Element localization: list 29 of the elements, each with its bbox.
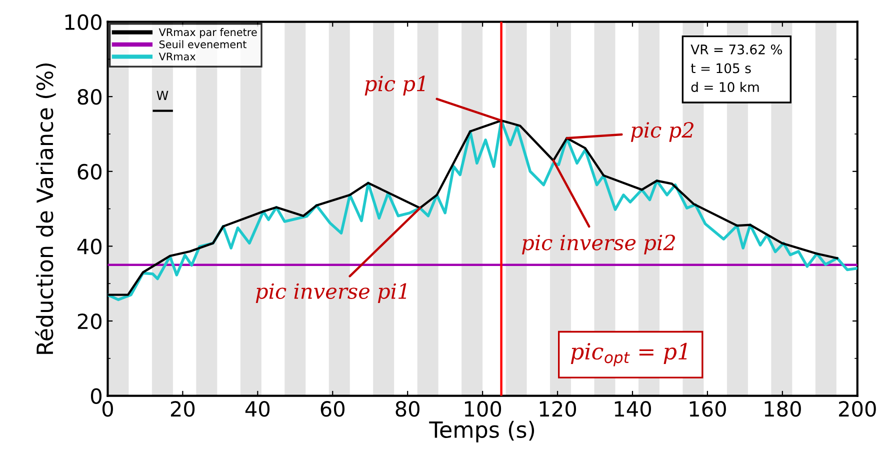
y-axis-title: Réduction de Variance (%) bbox=[35, 63, 56, 354]
x-tick-label: 120 bbox=[540, 401, 576, 417]
annotation: VR = 73.62 % t = 105 s d = 10 km bbox=[690, 44, 782, 92]
annotation: pic p2 bbox=[630, 122, 694, 142]
y-tick-label: 0 bbox=[90, 388, 102, 404]
legend-label: Seuil evenement bbox=[159, 40, 246, 48]
y-tick-label: 20 bbox=[78, 313, 102, 330]
x-tick-label: 160 bbox=[690, 401, 726, 417]
legend-label: VRmax bbox=[158, 52, 196, 60]
y-tick-label: 100 bbox=[65, 14, 102, 30]
annotation: W bbox=[156, 90, 168, 100]
legend-label: VRmax par fenetre bbox=[158, 28, 257, 38]
annotation: pic inverse pi1 bbox=[256, 283, 406, 304]
x-tick-label: 140 bbox=[614, 401, 651, 417]
x-tick-label: 180 bbox=[764, 401, 801, 417]
x-tick-label: 40 bbox=[245, 401, 270, 417]
y-tick-label: 40 bbox=[77, 238, 102, 254]
x-tick-label: 200 bbox=[839, 401, 876, 417]
y-tick-label: 60 bbox=[78, 164, 102, 180]
x-tick-label: 100 bbox=[464, 401, 502, 417]
x-tick-label: 80 bbox=[396, 401, 420, 417]
x-tick-label: 60 bbox=[320, 401, 344, 417]
annotation: pic inverse pi2 bbox=[522, 234, 675, 254]
x-axis-title: Temps (s) bbox=[429, 420, 534, 442]
annotation: pic p1 bbox=[364, 76, 425, 96]
y-tick-label: 80 bbox=[78, 89, 102, 105]
x-tick-label: 0 bbox=[102, 401, 113, 417]
annotation: pic$_{opt}$ = p1 bbox=[570, 342, 687, 366]
x-tick-label: 20 bbox=[170, 401, 195, 417]
